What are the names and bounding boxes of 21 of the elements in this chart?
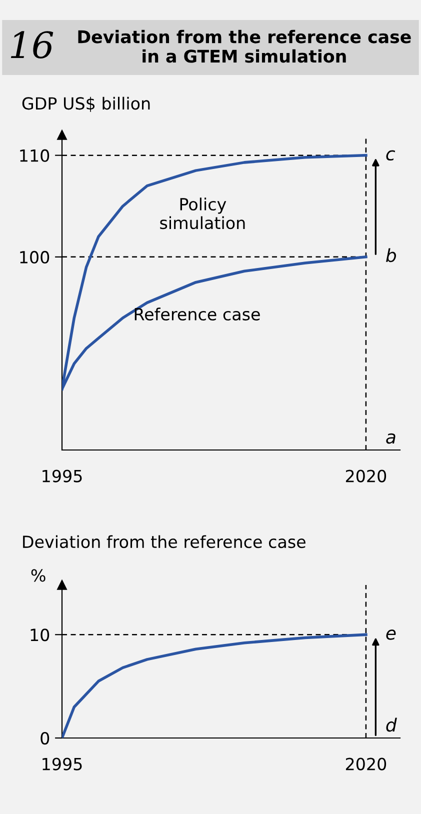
y-tick-label: 100 (20, 250, 50, 264)
y-tick-label: 0 (40, 732, 50, 745)
annotation: c (386, 150, 396, 161)
y-tick-label: 10 (30, 628, 50, 642)
y-axis-title: GDP US$ billion (22, 96, 150, 112)
annotation: d (386, 718, 397, 732)
y-axis-title: % (31, 569, 46, 582)
series-label: Reference case (134, 308, 260, 321)
chart-title: Deviation from the reference case in a GTEM simulation (78, 30, 411, 63)
annotation: e (386, 629, 396, 640)
chart-title: Deviation from the reference case (23, 535, 306, 548)
x-tick-label: 1995 (42, 758, 82, 770)
annotation: b (386, 248, 396, 262)
x-tick-label: 2020 (346, 470, 386, 482)
x-tick-label: 1995 (42, 470, 82, 482)
line-series (62, 633, 368, 738)
y-tick-label: 110 (20, 149, 50, 162)
series-label: Policy simulation (160, 198, 245, 230)
text: 16 (10, 31, 54, 58)
x-tick-label: 2020 (346, 758, 386, 770)
annotation: a (386, 433, 396, 444)
